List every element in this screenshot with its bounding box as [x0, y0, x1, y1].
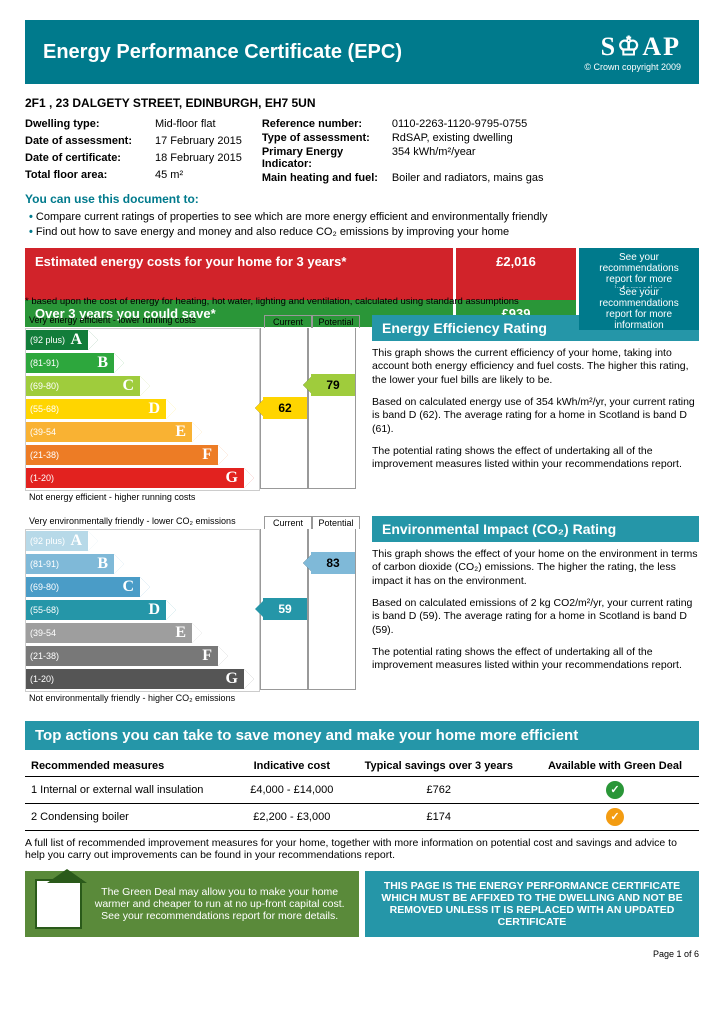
- green-deal-box: GREEN DEALAPPROVED The Green Deal may al…: [25, 871, 359, 937]
- table-row: 1 Internal or external wall insulation£4…: [25, 776, 699, 803]
- green-deal-logo-icon: GREEN DEALAPPROVED: [35, 879, 82, 929]
- eer-chart: Very energy efficient - lower running co…: [25, 315, 360, 502]
- header: Energy Performance Certificate (EPC) S♔A…: [25, 20, 699, 84]
- eir-description: This graph shows the effect of your home…: [372, 548, 699, 673]
- footer-boxes: GREEN DEALAPPROVED The Green Deal may al…: [25, 871, 699, 937]
- actions-footnote: A full list of recommended improvement m…: [25, 837, 699, 861]
- eer-description: This graph shows the current efficiency …: [372, 347, 699, 472]
- epc-document: Energy Performance Certificate (EPC) S♔A…: [0, 0, 724, 979]
- cost-3yr-label: Estimated energy costs for your home for…: [25, 248, 453, 300]
- use-bullets: Compare current ratings of properties to…: [25, 210, 699, 240]
- epc-notice: THIS PAGE IS THE ENERGY PERFORMANCE CERT…: [365, 871, 699, 937]
- cost-3yr-value: £2,016: [456, 248, 576, 300]
- actions-table: Recommended measures Indicative cost Typ…: [25, 756, 699, 831]
- property-address: 2F1 , 23 DALGETY STREET, EDINBURGH, EH7 …: [25, 96, 699, 110]
- page-title: Energy Performance Certificate (EPC): [43, 41, 402, 64]
- page-number: Page 1 of 6: [25, 949, 699, 959]
- sap-logo: S♔AP © Crown copyright 2009: [584, 32, 681, 72]
- eir-chart: Very environmentally friendly - lower CO…: [25, 516, 360, 703]
- top-actions-heading: Top actions you can take to save money a…: [25, 721, 699, 750]
- property-details: Dwelling type:Mid-floor flatDate of asse…: [25, 118, 699, 184]
- eir-heading: Environmental Impact (CO₂) Rating: [372, 516, 699, 542]
- table-row: 2 Condensing boiler£2,200 - £3,000£174✓: [25, 803, 699, 830]
- use-heading: You can use this document to:: [25, 192, 699, 206]
